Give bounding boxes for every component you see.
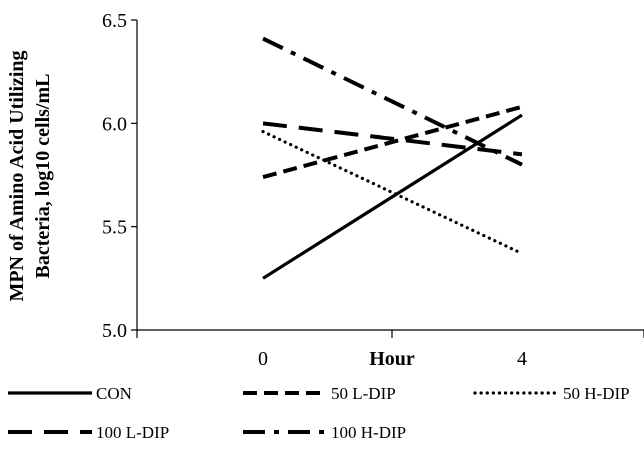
legend-label: 100 L-DIP	[96, 423, 169, 442]
x-axis-title: Hour	[369, 348, 415, 370]
legend-label: 50 L-DIP	[331, 384, 396, 403]
y-tick-label: 6.0	[102, 113, 127, 135]
legend-label: 50 H-DIP	[563, 384, 630, 403]
y-tick-label: 5.0	[102, 320, 127, 342]
x-tick-label: 4	[517, 348, 527, 370]
series-lines	[261, 36, 524, 280]
series-line-2	[261, 130, 524, 256]
legend-item: 50 L-DIP	[243, 384, 396, 403]
legend-item: 100 H-DIP	[243, 423, 406, 442]
y-tick-label: 6.5	[102, 10, 127, 32]
x-tick-label: 0	[258, 348, 268, 370]
y-tick-label: 5.5	[102, 217, 127, 239]
legend: CON 50 L-DIP 50 H-DIP 100 L-DIP 100 H-DIP	[8, 384, 630, 442]
legend-item: 100 L-DIP	[8, 423, 169, 442]
legend-item: 50 H-DIP	[473, 384, 630, 403]
series-line-3	[262, 121, 523, 157]
legend-label: 100 H-DIP	[331, 423, 406, 442]
series-line-4	[262, 36, 523, 167]
y-axis-title-line-1: MPN of Amino Acid Utilizing	[6, 50, 28, 301]
legend-item: CON	[8, 384, 132, 403]
y-axis-title-line-2: Bacteria, log10 cells/mL	[32, 74, 54, 279]
y-axis-ticks: 5.0 5.5 6.0 6.5	[102, 10, 137, 342]
series-line-1	[262, 104, 523, 179]
legend-label: CON	[96, 384, 132, 403]
